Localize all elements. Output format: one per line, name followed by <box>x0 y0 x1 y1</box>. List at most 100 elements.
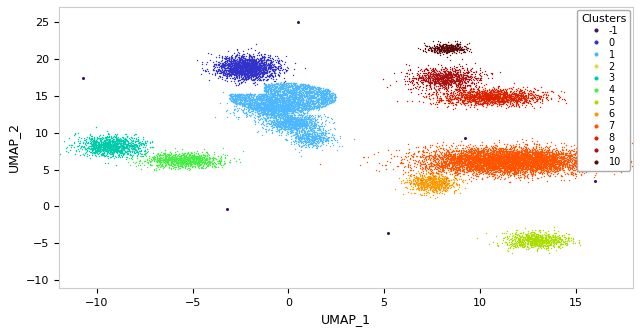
Point <box>553 239 563 245</box>
Point <box>460 75 470 81</box>
Point <box>312 90 323 95</box>
Point <box>185 164 195 169</box>
Point <box>499 163 509 168</box>
Point <box>263 108 273 114</box>
Point <box>229 97 239 102</box>
Point <box>481 153 492 158</box>
Point <box>419 153 429 158</box>
Point <box>296 107 307 113</box>
Point <box>437 163 447 168</box>
Point <box>243 104 253 109</box>
Point <box>244 73 254 78</box>
Point <box>473 79 483 85</box>
Point <box>468 143 478 149</box>
Point <box>282 101 292 106</box>
Point <box>225 62 235 68</box>
Point <box>278 118 289 124</box>
Point <box>237 60 248 65</box>
Point <box>480 157 490 162</box>
Point <box>323 131 333 136</box>
Point <box>235 99 245 105</box>
Point <box>520 161 531 166</box>
Point <box>420 74 431 80</box>
Point <box>477 157 487 162</box>
Point <box>486 96 496 102</box>
Point <box>482 174 492 179</box>
Point <box>107 145 117 151</box>
Point <box>518 157 528 162</box>
Point <box>468 165 479 170</box>
Point <box>262 65 273 70</box>
Point <box>416 185 426 191</box>
Point <box>159 151 169 156</box>
Point <box>418 149 428 155</box>
Point <box>477 165 488 170</box>
Point <box>317 139 327 144</box>
Point <box>258 67 268 72</box>
Point <box>461 157 472 162</box>
Point <box>513 174 524 179</box>
Point <box>222 60 232 66</box>
Point <box>536 155 547 160</box>
Point <box>316 130 326 136</box>
Point <box>458 72 468 77</box>
Point <box>258 68 268 73</box>
Point <box>535 234 545 239</box>
Point <box>504 155 515 161</box>
Point <box>287 103 298 108</box>
Point <box>221 68 232 73</box>
Point <box>315 89 325 94</box>
Point <box>323 95 333 101</box>
Point <box>319 99 330 105</box>
Point <box>436 47 446 52</box>
Point <box>534 142 544 147</box>
Point <box>239 99 249 104</box>
Point <box>503 150 513 156</box>
Point <box>288 88 298 93</box>
Point <box>543 161 553 166</box>
Point <box>532 92 543 98</box>
Point <box>533 161 543 166</box>
Point <box>461 165 471 170</box>
Point <box>493 89 503 95</box>
Point <box>278 104 289 109</box>
Point <box>464 157 474 162</box>
Point <box>541 149 551 154</box>
Point <box>300 102 310 108</box>
Point <box>295 121 305 126</box>
Point <box>449 152 460 157</box>
Point <box>480 97 490 102</box>
Point <box>116 139 127 144</box>
Point <box>444 48 454 54</box>
Point <box>516 154 526 160</box>
Point <box>323 140 333 145</box>
Point <box>514 157 524 162</box>
Point <box>124 147 134 152</box>
Point <box>198 151 208 157</box>
Point <box>225 65 235 70</box>
Point <box>444 100 454 106</box>
Point <box>272 99 282 104</box>
Point <box>270 104 280 109</box>
Point <box>542 156 552 161</box>
Point <box>266 84 276 90</box>
Point <box>290 138 300 143</box>
Point <box>172 159 182 164</box>
Point <box>563 166 573 172</box>
Point <box>526 232 536 237</box>
Point <box>433 79 443 84</box>
Point <box>256 100 266 105</box>
Point <box>234 82 244 87</box>
Point <box>551 159 561 164</box>
Point <box>237 94 247 100</box>
Point <box>537 236 547 241</box>
Point <box>481 95 491 100</box>
Point <box>230 62 241 67</box>
Point <box>477 153 488 158</box>
Point <box>516 92 526 98</box>
Point <box>537 155 547 161</box>
Point <box>230 99 241 104</box>
Point <box>469 145 479 150</box>
Point <box>508 162 518 167</box>
Point <box>118 136 128 141</box>
